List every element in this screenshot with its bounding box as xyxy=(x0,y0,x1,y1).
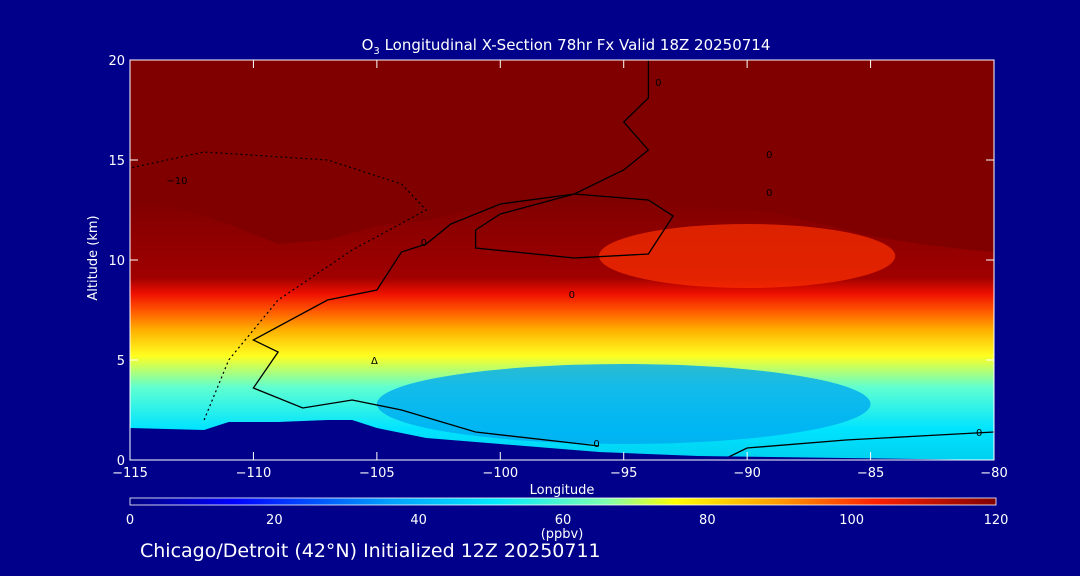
terrain-mask xyxy=(130,420,994,460)
colorbar-tick-label: 120 xyxy=(984,513,1009,528)
contour-label: 0 xyxy=(766,188,772,199)
contour-label: 0 xyxy=(569,290,575,301)
contour-label: 0 xyxy=(593,439,599,450)
colorbar-label: (ppbv) xyxy=(541,527,584,542)
contour-label: 0 xyxy=(655,78,661,89)
contour-label: Δ xyxy=(371,356,378,367)
y-tick-label: 10 xyxy=(108,254,125,269)
y-axis-label: Altitude (km) xyxy=(86,215,101,300)
colorbar xyxy=(129,497,997,506)
high-ozone-region xyxy=(599,224,896,288)
x-tick-label: −105 xyxy=(359,466,395,481)
y-tick-label: 20 xyxy=(108,54,125,69)
x-tick-label: −80 xyxy=(980,466,1007,481)
x-axis: −115 −110 −105 −100 −95 −90 −85 −80 xyxy=(112,60,1008,481)
title-rest: Longitudinal X-Section 78hr Fx Valid 18Z… xyxy=(380,36,771,54)
contour-label: −10 xyxy=(166,176,187,187)
footer-caption: Chicago/Detroit (42°N) Initialized 12Z 2… xyxy=(140,540,601,562)
colorbar-tick-label: 60 xyxy=(555,513,572,528)
contour-label: 0 xyxy=(421,238,427,249)
contour-label: 0 xyxy=(766,150,772,161)
y-tick-label: 5 xyxy=(117,354,125,369)
title-subscript: 3 xyxy=(373,46,379,57)
colorbar-tick-label: 20 xyxy=(266,513,283,528)
x-tick-label: −115 xyxy=(112,466,148,481)
y-tick-label: 15 xyxy=(108,154,125,169)
y-tick-label: 0 xyxy=(117,454,125,469)
contour-labels: 0 0 0 −10 0 0 0 0 Δ xyxy=(166,78,982,450)
colorbar-ticks: 0 20 40 60 80 100 120 xyxy=(126,513,1009,528)
contour-label: 0 xyxy=(976,428,982,439)
low-ozone-region xyxy=(376,364,871,444)
x-tick-label: −85 xyxy=(857,466,884,481)
x-axis-label: Longitude xyxy=(530,483,595,498)
colorbar-tick-label: 0 xyxy=(126,513,134,528)
x-tick-label: −110 xyxy=(236,466,272,481)
contour-zero-line xyxy=(251,60,994,460)
colorbar-tick-label: 40 xyxy=(410,513,427,528)
y-axis: 0 5 10 15 20 xyxy=(108,54,994,469)
contour-negative-line xyxy=(130,151,428,421)
colorbar-tick-label: 80 xyxy=(699,513,716,528)
title-main: O xyxy=(362,36,374,54)
x-tick-label: −100 xyxy=(482,466,518,481)
x-tick-label: −90 xyxy=(733,466,760,481)
chart-title: O3 Longitudinal X-Section 78hr Fx Valid … xyxy=(362,36,771,57)
x-tick-label: −95 xyxy=(610,466,637,481)
colorbar-tick-label: 100 xyxy=(839,513,864,528)
plot-area: 0 0 0 −10 0 0 0 0 Δ xyxy=(130,60,994,460)
